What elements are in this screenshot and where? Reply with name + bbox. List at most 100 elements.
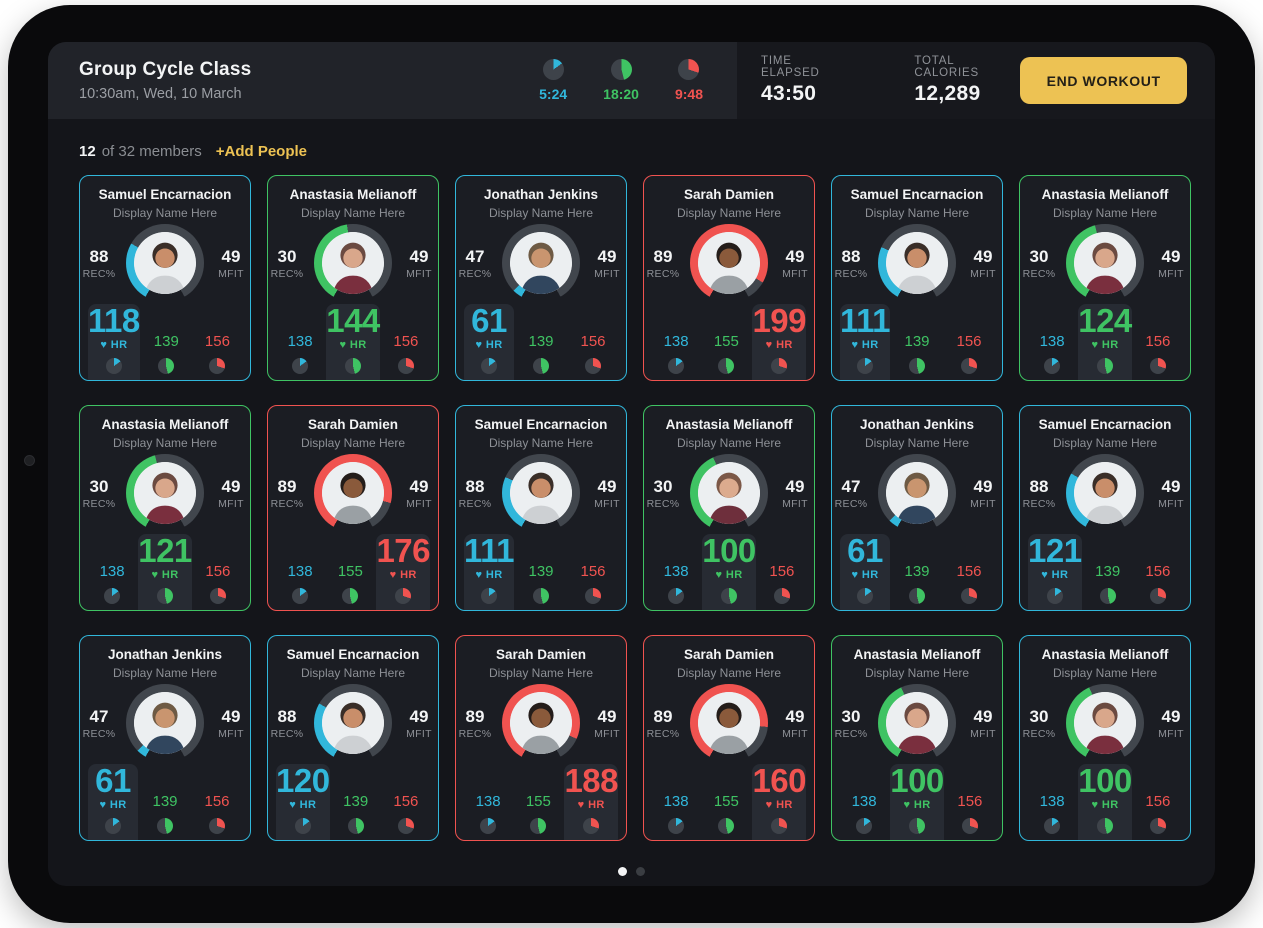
members-bar: 12 of 32 members +Add People	[79, 143, 1215, 160]
header-session-panel: TIME ELAPSED 43:50 TOTAL CALORIES 12,289…	[737, 42, 1215, 119]
avatar	[698, 232, 760, 294]
member-mid-row: 30 REC% 49 MFIT	[80, 454, 250, 532]
mfit-label: MFIT	[782, 497, 808, 510]
hr-zone-ring	[126, 454, 204, 532]
zone-threshold: 156	[205, 563, 231, 580]
pagination-dot-1[interactable]	[618, 867, 627, 876]
zone-pie-icon	[481, 358, 497, 374]
zone-pie-icon	[1097, 358, 1113, 374]
member-card[interactable]: Jonathan Jenkins Display Name Here 47 RE…	[455, 175, 627, 381]
member-card[interactable]: Anastasia Melianoff Display Name Here 30…	[79, 405, 251, 611]
recovery-stat: 47 REC%	[80, 707, 118, 740]
recovery-stat: 88 REC%	[832, 247, 870, 280]
zone-pie-icon	[909, 818, 925, 834]
zone-pie-icon	[1099, 588, 1116, 604]
member-name: Sarah Damien	[683, 647, 775, 662]
mfit-stat: 49 MFIT	[400, 707, 438, 740]
hr-zone-ring	[1066, 224, 1144, 302]
zone-threshold: 156	[580, 563, 606, 580]
member-card[interactable]: Sarah Damien Display Name Here 89 REC% 4	[643, 635, 815, 841]
recovery-value: 30	[653, 476, 673, 496]
member-card[interactable]: Anastasia Melianoff Display Name Here 30…	[267, 175, 439, 381]
zone-threshold: 156	[957, 793, 983, 810]
avatar-person-icon	[1074, 462, 1136, 524]
heart-rate-value: 61	[95, 762, 131, 799]
member-card[interactable]: Jonathan Jenkins Display Name Here 47 RE…	[79, 635, 251, 841]
mfit-label: MFIT	[1158, 497, 1184, 510]
zone-threshold: 138	[663, 793, 689, 810]
mfit-label: MFIT	[406, 727, 432, 740]
avatar	[134, 692, 196, 754]
heart-rate-value: 111	[840, 302, 890, 339]
member-card[interactable]: Samuel Encarnacion Display Name Here 88 …	[79, 175, 251, 381]
heart-rate-value: 121	[1028, 532, 1082, 569]
zone-column-red: 1569:48	[1134, 304, 1182, 380]
member-card[interactable]: Samuel Encarnacion Display Name Here 88 …	[831, 175, 1003, 381]
recovery-stat: 88 REC%	[1020, 477, 1058, 510]
member-name: Jonathan Jenkins	[859, 417, 975, 432]
tablet-frame: Group Cycle Class 10:30am, Wed, 10 March…	[8, 5, 1255, 923]
avatar	[134, 462, 196, 524]
mfit-stat: 49 MFIT	[776, 477, 814, 510]
end-workout-button[interactable]: END WORKOUT	[1020, 57, 1187, 104]
member-display-name: Display Name Here	[488, 666, 594, 680]
member-card[interactable]: Samuel Encarnacion Display Name Here 88 …	[267, 635, 439, 841]
member-mid-row: 47 REC% 49 MFIT	[456, 224, 626, 302]
recovery-stat: 89 REC%	[456, 707, 494, 740]
header-class-panel: Group Cycle Class 10:30am, Wed, 10 March…	[48, 42, 737, 119]
member-card[interactable]: Samuel Encarnacion Display Name Here 88 …	[455, 405, 627, 611]
member-name: Sarah Damien	[683, 187, 775, 202]
avatar-person-icon	[886, 692, 948, 754]
member-display-name: Display Name Here	[864, 206, 970, 220]
member-card[interactable]: Anastasia Melianoff Display Name Here 30…	[1019, 635, 1191, 841]
zone-threshold: 156	[393, 793, 419, 810]
mfit-value: 49	[973, 246, 993, 266]
zone-stats: 1385:2415518:20199♥ HR9:48	[652, 304, 806, 380]
recovery-label: REC%	[270, 267, 304, 280]
mfit-stat: 49 MFIT	[212, 707, 250, 740]
member-card[interactable]: Anastasia Melianoff Display Name Here 30…	[831, 635, 1003, 841]
zone-threshold: 155	[713, 793, 739, 810]
heart-rate-value: 160	[752, 762, 806, 799]
recovery-label: REC%	[1022, 267, 1056, 280]
hr-zone-ring	[126, 684, 204, 762]
member-display-name: Display Name Here	[676, 436, 782, 450]
recovery-value: 88	[841, 246, 861, 266]
zone-threshold: 139	[904, 563, 930, 580]
member-card[interactable]: Anastasia Melianoff Display Name Here 30…	[1019, 175, 1191, 381]
mfit-label: MFIT	[782, 727, 808, 740]
member-display-name: Display Name Here	[864, 436, 970, 450]
zone-pie-icon	[530, 818, 547, 834]
member-card[interactable]: Sarah Damien Display Name Here 89 REC% 4	[267, 405, 439, 611]
heart-rate-label: ♥ HR	[289, 799, 317, 811]
member-display-name: Display Name Here	[300, 206, 406, 220]
member-card[interactable]: Jonathan Jenkins Display Name Here 47 RE…	[831, 405, 1003, 611]
member-display-name: Display Name Here	[112, 436, 218, 450]
zone-column-red: 15612:48	[192, 764, 242, 840]
member-card[interactable]: Anastasia Melianoff Display Name Here 30…	[643, 405, 815, 611]
mfit-value: 49	[785, 246, 805, 266]
member-card[interactable]: Sarah Damien Display Name Here 89 REC% 4	[455, 635, 627, 841]
member-mid-row: 89 REC% 49 MFIT	[644, 684, 814, 762]
zone-threshold: 156	[393, 333, 419, 350]
recovery-stat: 30 REC%	[80, 477, 118, 510]
heart-icon: ♥	[577, 799, 585, 811]
add-people-link[interactable]: +Add People	[215, 143, 308, 160]
member-card[interactable]: Samuel Encarnacion Display Name Here 88 …	[1019, 405, 1191, 611]
heart-icon: ♥	[475, 339, 483, 351]
zone-column-green: 13911:20	[516, 304, 566, 380]
pagination-dot-2[interactable]	[636, 867, 645, 876]
zone-column-blue-active: 111♥ HR5:24	[464, 534, 514, 610]
member-card[interactable]: Sarah Damien Display Name Here 89 REC% 4	[643, 175, 815, 381]
heart-rate-label: ♥ HR	[715, 569, 743, 581]
member-name: Sarah Damien	[307, 417, 399, 432]
avatar-person-icon	[134, 462, 196, 524]
recovery-value: 88	[89, 246, 109, 266]
recovery-stat: 88 REC%	[80, 247, 118, 280]
avatar-person-icon	[698, 232, 760, 294]
zone-pie-icon	[771, 358, 788, 374]
recovery-stat: 47 REC%	[456, 247, 494, 280]
zone-pie-icon	[209, 818, 225, 834]
avatar	[322, 232, 384, 294]
recovery-stat: 47 REC%	[832, 477, 870, 510]
